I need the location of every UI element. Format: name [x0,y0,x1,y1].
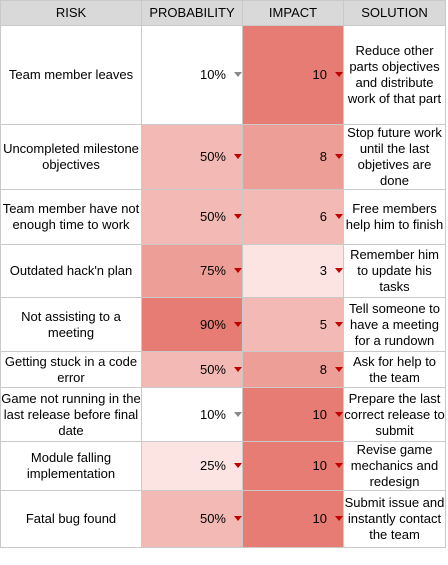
solution-cell: Reduce other parts objectives and distri… [343,25,446,125]
probability-value: 50% [199,511,226,526]
dropdown-arrow-icon[interactable] [335,154,343,160]
dropdown-arrow-icon[interactable] [335,516,343,522]
solution-cell: Revise game mechanics and redesign [343,441,446,491]
table-row: Game not running in the last release bef… [0,387,446,442]
table-row: Team member leaves 10% 10 Reduce other part… [0,25,446,125]
dropdown-arrow-icon[interactable] [234,411,242,417]
header-row: RISK PROBABILITY IMPACT SOLUTION [0,0,446,26]
header-probability: PROBABILITY [141,0,243,26]
risk-cell: Getting stuck in a code error [0,351,142,388]
probability-value: 75% [199,263,226,278]
risk-rows: Team member leaves 10% 10 Reduce other part… [0,25,446,548]
dropdown-arrow-icon[interactable] [335,463,343,469]
table-row: Uncompleted milestone objectives 50% 8 Stop… [0,124,446,190]
header-impact: IMPACT [242,0,344,26]
impact-cell[interactable]: 3 [242,244,344,298]
impact-cell[interactable]: 6 [242,189,344,245]
dropdown-arrow-icon[interactable] [234,214,242,220]
dropdown-arrow-icon[interactable] [335,321,343,327]
impact-value: 3 [319,263,327,278]
risk-cell: Outdated hack'n plan [0,244,142,298]
impact-cell[interactable]: 10 [242,441,344,491]
probability-cell[interactable]: 50% [141,124,243,190]
probability-cell[interactable]: 50% [141,490,243,548]
solution-cell: Stop future work until the last objetive… [343,124,446,190]
risk-cell: Uncompleted milestone objectives [0,124,142,190]
impact-value: 10 [312,511,327,526]
table-row: Getting stuck in a code error 50% 8 Ask for… [0,351,446,388]
table-row: Team member have not enough time to work… [0,189,446,245]
solution-cell: Prepare the last correct release to subm… [343,387,446,442]
risk-cell: Fatal bug found [0,490,142,548]
dropdown-arrow-icon[interactable] [335,72,343,78]
impact-value: 5 [319,316,327,332]
probability-cell[interactable]: 50% [141,351,243,388]
probability-cell[interactable]: 10% [141,25,243,125]
impact-cell[interactable]: 10 [242,25,344,125]
impact-value: 8 [319,149,327,164]
dropdown-arrow-icon[interactable] [234,366,242,372]
impact-value: 10 [312,458,327,473]
impact-value: 6 [319,209,327,224]
impact-value: 10 [312,406,327,422]
risk-cell: Module falling implementation [0,441,142,491]
probability-value: 50% [199,361,226,377]
table-row: Outdated hack'n plan 75% 3 Remember him to … [0,244,446,298]
impact-cell[interactable]: 10 [242,387,344,442]
probability-value: 90% [199,316,226,332]
impact-cell[interactable]: 8 [242,351,344,388]
probability-value: 10% [199,406,226,422]
risk-table: RISK PROBABILITY IMPACT SOLUTION Team me… [0,0,446,548]
dropdown-arrow-icon[interactable] [335,268,343,274]
table-row: Fatal bug found 50% 10 Submit issue and ins… [0,490,446,548]
impact-cell[interactable]: 10 [242,490,344,548]
risk-cell: Team member leaves [0,25,142,125]
dropdown-arrow-icon[interactable] [234,516,242,522]
risk-cell: Team member have not enough time to work [0,189,142,245]
impact-value: 10 [312,67,327,82]
dropdown-arrow-icon[interactable] [234,268,242,274]
solution-cell: Free members help him to finish [343,189,446,245]
header-risk: RISK [0,0,142,26]
header-solution: SOLUTION [343,0,446,26]
solution-cell: Tell someone to have a meeting for a run… [343,297,446,352]
impact-value: 8 [319,361,327,377]
probability-cell[interactable]: 50% [141,189,243,245]
dropdown-arrow-icon[interactable] [234,463,242,469]
impact-cell[interactable]: 5 [242,297,344,352]
probability-cell[interactable]: 25% [141,441,243,491]
dropdown-arrow-icon[interactable] [234,72,242,78]
solution-cell: Remember him to update his tasks [343,244,446,298]
solution-cell: Submit issue and instantly contact the t… [343,490,446,548]
probability-cell[interactable]: 10% [141,387,243,442]
dropdown-arrow-icon[interactable] [234,154,242,160]
probability-value: 10% [199,67,226,82]
impact-cell[interactable]: 8 [242,124,344,190]
probability-value: 50% [199,209,226,224]
risk-cell: Game not running in the last release bef… [0,387,142,442]
probability-value: 25% [199,458,226,473]
dropdown-arrow-icon[interactable] [335,411,343,417]
probability-cell[interactable]: 75% [141,244,243,298]
dropdown-arrow-icon[interactable] [335,214,343,220]
dropdown-arrow-icon[interactable] [234,321,242,327]
probability-cell[interactable]: 90% [141,297,243,352]
dropdown-arrow-icon[interactable] [335,366,343,372]
solution-cell: Ask for help to the team [343,351,446,388]
table-row: Module falling implementation 25% 10 Revise… [0,441,446,491]
probability-value: 50% [199,149,226,164]
table-row: Not assisting to a meeting 90% 5 Tell someo… [0,297,446,352]
risk-cell: Not assisting to a meeting [0,297,142,352]
